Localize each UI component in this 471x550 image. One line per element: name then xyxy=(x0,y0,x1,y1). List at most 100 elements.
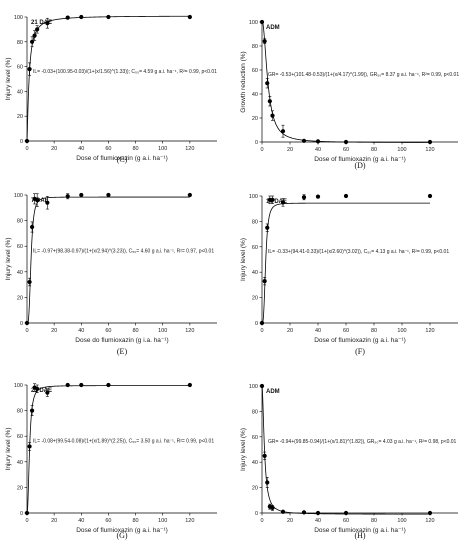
x-tick-label: 60 xyxy=(343,328,349,334)
data-point xyxy=(106,382,111,388)
x-axis-title: Dose of flumioxazin (g a.i. ha⁻¹) xyxy=(314,156,406,163)
y-tick-label: 40 xyxy=(17,460,23,466)
x-tick-label: 120 xyxy=(425,328,434,334)
x-tick-label: 80 xyxy=(371,147,377,153)
fitted-curve xyxy=(26,385,190,514)
chart-panel: 0 20 40 60 80 100 0 20 40 60 80 100 120 Dose of flumi… xyxy=(240,19,459,170)
panel-tag: ADM xyxy=(266,389,280,395)
data-point xyxy=(45,200,50,205)
data-point xyxy=(262,39,267,44)
data-point xyxy=(65,382,70,388)
x-tick-label: 40 xyxy=(78,518,84,524)
y-tick-label: 20 xyxy=(252,116,258,122)
chart-panel: 0 20 40 60 80 100 0 20 40 60 80 100 120 Dose of flumi… xyxy=(5,14,217,164)
x-tick-label: 60 xyxy=(343,518,349,524)
y-tick-label: 40 xyxy=(252,460,258,466)
data-point xyxy=(32,33,37,38)
y-tick-label: 80 xyxy=(17,219,23,225)
data-point xyxy=(35,198,40,203)
data-point xyxy=(315,139,321,144)
fit-equation: IL= -0.33+(94.41-0.33)/(1+(x/2.60)^(3.02… xyxy=(268,249,449,255)
data-point xyxy=(29,408,35,413)
data-point xyxy=(29,224,35,230)
data-point xyxy=(106,14,111,20)
panel-letter: (D) xyxy=(354,161,365,170)
x-tick-label: 0 xyxy=(260,328,263,334)
x-tick-label: 60 xyxy=(105,146,111,152)
y-tick-label: 60 xyxy=(252,435,258,441)
y-tick-label: 80 xyxy=(17,40,23,46)
data-point xyxy=(270,505,275,511)
data-point xyxy=(343,510,349,516)
data-point xyxy=(79,382,84,388)
fitted-curve xyxy=(261,202,430,324)
data-point xyxy=(27,444,32,449)
y-tick-label: 0 xyxy=(20,511,23,517)
x-tick-label: 100 xyxy=(397,328,406,334)
fit-equation: IL= -0.03+(100.95-0.03)/(1+(x/1.56)^(1.3… xyxy=(33,69,217,75)
y-axis-title: Injury level (%) xyxy=(240,428,247,471)
fitted-curve xyxy=(26,15,190,142)
x-tick-label: 60 xyxy=(105,328,111,334)
x-tick-label: 60 xyxy=(105,518,111,524)
y-tick-label: 20 xyxy=(252,296,258,302)
chart-panel: 0 20 40 60 80 100 0 20 40 60 80 100 120 Dose of flumi… xyxy=(5,382,217,540)
chart-panel: 0 20 40 60 80 100 0 20 40 60 80 100 120 Dose of flumi… xyxy=(240,193,458,356)
y-tick-label: 100 xyxy=(14,15,23,21)
x-tick-label: 100 xyxy=(158,518,167,524)
data-point xyxy=(265,225,270,230)
y-tick-label: 40 xyxy=(252,270,258,276)
x-tick-label: 0 xyxy=(260,147,263,153)
data-point xyxy=(265,81,270,86)
panel-tag: 7 DAE xyxy=(31,198,49,204)
data-point xyxy=(45,390,50,395)
x-tick-label: 120 xyxy=(185,518,194,524)
y-tick-label: 80 xyxy=(17,409,23,415)
data-point xyxy=(35,27,40,32)
x-tick-label: 40 xyxy=(315,518,321,524)
y-tick-label: 60 xyxy=(17,65,23,71)
data-point xyxy=(343,193,349,199)
y-tick-label: 80 xyxy=(252,409,258,415)
y-tick-label: 80 xyxy=(252,44,258,50)
x-axis-title: Dose of flumioxazin (g a.i. ha⁻¹) xyxy=(314,337,406,344)
x-tick-label: 120 xyxy=(425,518,434,524)
x-tick-label: 0 xyxy=(260,518,263,524)
x-tick-label: 40 xyxy=(78,328,84,334)
x-tick-label: 120 xyxy=(425,147,434,153)
data-point xyxy=(79,14,84,20)
y-axis-title: Injury level (%) xyxy=(240,238,247,281)
y-axis-title: Injury level (%) xyxy=(5,428,12,471)
data-point xyxy=(280,509,286,514)
x-axis-title: Dose of flumioxazin (g a.i. ha⁻¹) xyxy=(314,527,406,534)
x-tick-label: 120 xyxy=(185,146,194,152)
fitted-curve xyxy=(261,385,430,515)
x-tick-label: 100 xyxy=(397,147,406,153)
data-point xyxy=(315,194,321,199)
x-tick-label: 80 xyxy=(371,518,377,524)
data-point xyxy=(259,383,265,389)
data-point xyxy=(35,386,40,391)
data-point xyxy=(27,66,32,72)
data-point xyxy=(267,99,272,104)
data-point xyxy=(259,320,265,326)
x-tick-label: 0 xyxy=(25,518,28,524)
data-point xyxy=(343,139,349,145)
data-point xyxy=(280,200,286,205)
y-axis-title: Injury level (%) xyxy=(5,58,12,101)
y-tick-label: 20 xyxy=(17,114,23,120)
y-tick-label: 80 xyxy=(252,219,258,225)
data-point xyxy=(427,510,433,516)
x-tick-label: 80 xyxy=(133,146,139,152)
data-point xyxy=(262,278,267,284)
y-tick-label: 0 xyxy=(255,321,258,327)
x-tick-label: 40 xyxy=(315,147,321,153)
data-point xyxy=(187,192,192,198)
y-tick-label: 40 xyxy=(17,89,23,95)
chart-panel: 0 20 40 60 80 100 0 20 40 60 80 100 120 Dose do flumi… xyxy=(5,192,217,356)
x-tick-label: 20 xyxy=(51,328,57,334)
data-point xyxy=(187,382,192,388)
data-point xyxy=(45,21,50,26)
x-tick-label: 100 xyxy=(158,328,167,334)
